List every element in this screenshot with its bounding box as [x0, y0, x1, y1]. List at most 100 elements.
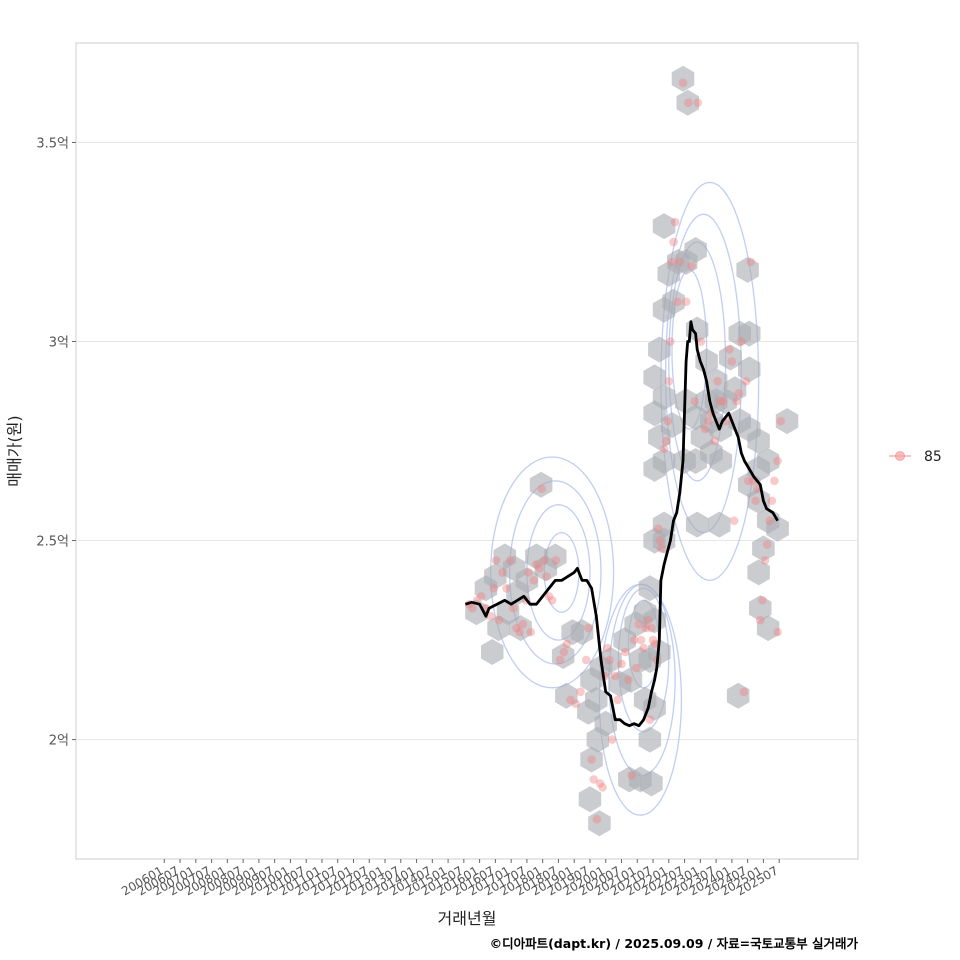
hexbin-cell	[515, 567, 539, 594]
hexbin-cell	[747, 487, 770, 514]
hexbin-cell	[578, 786, 602, 813]
data-point	[729, 516, 739, 525]
data-point	[663, 416, 673, 426]
caption: ©디아파트(dapt.kr) / 2025.09.09 / 자료=국토교통부 실…	[490, 936, 859, 951]
x-axis-title: 거래년월	[438, 909, 497, 928]
legend: 85	[889, 449, 942, 465]
data-point	[605, 655, 614, 665]
data-point	[502, 584, 511, 593]
hexbin-cell	[640, 770, 663, 797]
data-point	[535, 564, 544, 573]
hexbin-cell	[766, 515, 789, 542]
data-point	[669, 237, 678, 247]
data-point	[620, 647, 630, 657]
hexbin-cell	[738, 356, 761, 383]
data-point	[636, 635, 646, 645]
hexbin-cell	[586, 726, 610, 753]
data-point	[760, 556, 770, 565]
data-point	[544, 591, 554, 601]
y-tick-label: 2억	[49, 734, 69, 749]
data-point	[746, 257, 756, 267]
trend-line-layer	[464, 320, 779, 728]
hexbin-cell	[752, 535, 775, 562]
x-axis-ticks: 2006012006072007012007072008012008072009…	[119, 859, 781, 899]
data-point	[509, 603, 518, 613]
data-point	[607, 735, 617, 744]
hexbin-cell	[577, 698, 600, 725]
data-point	[667, 257, 677, 267]
hexbin-cell	[496, 599, 520, 626]
data-point	[645, 715, 655, 724]
legend-point-swatch	[895, 451, 905, 461]
hexbin-cell	[580, 746, 603, 773]
data-point	[710, 436, 719, 446]
data-point	[634, 619, 644, 629]
data-point	[610, 671, 620, 681]
data-point	[670, 217, 680, 227]
data-point	[547, 595, 557, 605]
data-point	[587, 755, 596, 764]
y-tick-label: 3.5억	[36, 137, 69, 152]
data-point	[661, 436, 671, 446]
hexbin-cell	[652, 448, 676, 474]
data-point	[751, 496, 760, 506]
data-point	[773, 456, 782, 466]
data-point	[489, 584, 499, 593]
data-point	[725, 345, 734, 354]
data-point	[532, 560, 541, 569]
hexbin-layer	[465, 65, 799, 837]
scatter-points	[464, 78, 786, 824]
hexbin-cell	[660, 412, 684, 439]
hexbin-cell	[465, 599, 488, 626]
hexbin-cell	[775, 408, 799, 435]
hexbin-cell	[709, 448, 733, 474]
data-point	[770, 476, 779, 486]
hexbin-cell	[704, 368, 728, 395]
data-point	[632, 663, 641, 673]
gridlines	[76, 142, 858, 741]
hexbin-cell	[685, 511, 709, 538]
data-point	[571, 699, 581, 709]
data-point	[551, 556, 561, 565]
data-point	[650, 639, 659, 649]
data-point	[613, 695, 623, 705]
data-point	[537, 484, 547, 494]
data-point	[486, 611, 495, 621]
data-point	[576, 687, 585, 697]
hexbin-cell	[652, 296, 676, 323]
hexbin-cell	[570, 619, 594, 646]
hexbin-cell	[648, 336, 671, 363]
data-point	[687, 261, 696, 271]
data-point	[678, 78, 688, 88]
hexbin-cell	[484, 563, 507, 590]
data-point	[696, 337, 706, 346]
data-point	[529, 576, 539, 585]
legend-label: 85	[924, 449, 942, 465]
hexbin-cell	[676, 89, 699, 116]
panel-background	[75, 42, 859, 860]
hexbin-cell	[747, 428, 770, 454]
data-point	[773, 627, 782, 637]
data-point	[476, 591, 486, 601]
data-point	[542, 572, 551, 581]
data-point	[703, 416, 713, 426]
y-tick-label: 3억	[49, 336, 69, 351]
data-point	[491, 556, 501, 565]
data-point	[539, 556, 549, 565]
data-point	[675, 257, 685, 267]
data-point	[767, 496, 777, 506]
hexbin-cell	[695, 348, 718, 375]
hexbin-cell	[555, 682, 578, 709]
data-point	[494, 615, 504, 625]
trend-line	[464, 320, 779, 728]
data-point	[566, 695, 575, 705]
data-point	[598, 783, 607, 792]
data-point	[562, 639, 572, 649]
data-point	[592, 814, 602, 824]
hexbin-cell	[529, 471, 553, 498]
data-point	[741, 377, 751, 386]
data-point	[776, 416, 786, 426]
hexbin-cell	[652, 384, 676, 411]
hexbin-cell	[619, 666, 643, 693]
